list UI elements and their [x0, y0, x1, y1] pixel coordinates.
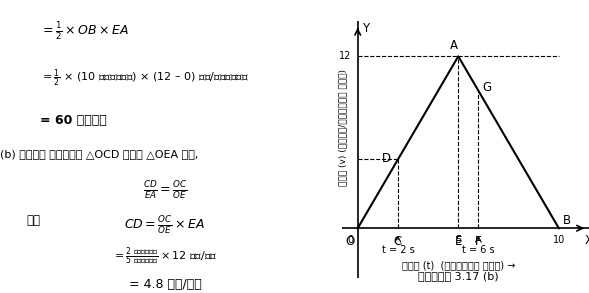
Text: या: या: [27, 214, 41, 227]
Text: A: A: [450, 39, 458, 52]
Text: चित्र 3.17 (b): चित्र 3.17 (b): [418, 271, 498, 281]
Text: X: X: [585, 234, 589, 247]
Text: C: C: [394, 235, 402, 248]
Text: 12: 12: [339, 51, 352, 61]
Text: G: G: [482, 81, 492, 94]
Text: = 4.8 मी/से: = 4.8 मी/से: [128, 278, 201, 291]
Text: 10: 10: [552, 235, 565, 245]
Text: t = 6 s: t = 6 s: [462, 246, 495, 255]
Text: चाल (v) (मीटर/सेकण्ड में): चाल (v) (मीटर/सेकण्ड में): [338, 69, 347, 186]
Text: $\frac{CD}{EA} = \frac{OC}{OE}$: $\frac{CD}{EA} = \frac{OC}{OE}$: [143, 179, 187, 201]
Text: D: D: [382, 151, 391, 165]
Text: $= \frac{1}{2}$ × (10 सेकण्ड) × (12 – 0) मी/सेकण्ड: $= \frac{1}{2}$ × (10 सेकण्ड) × (12 – 0)…: [39, 67, 249, 89]
Text: 0: 0: [348, 235, 353, 245]
Text: (b) समान कोणिक △OCD तथा △OEA से,: (b) समान कोणिक △OCD तथा △OEA से,: [0, 149, 198, 159]
Text: O: O: [345, 235, 355, 248]
Text: Y: Y: [362, 22, 369, 35]
Text: t = 2 s: t = 2 s: [382, 246, 414, 255]
Text: F: F: [475, 235, 482, 248]
Text: E: E: [455, 235, 462, 248]
Text: $CD = \frac{OC}{OE} \times EA$: $CD = \frac{OC}{OE} \times EA$: [124, 214, 206, 236]
Text: समय (t)  (सेकण्ड में) →: समय (t) (सेकण्ड में) →: [402, 260, 515, 270]
Text: B: B: [563, 214, 571, 227]
Text: $= \frac{2 \text{ सेकण्ड}}{5 \text{ सेकण्ड}} \times 12$ मी/से: $= \frac{2 \text{ सेकण्ड}}{5 \text{ सेकण…: [112, 246, 217, 268]
Text: = 60 मीटर: = 60 मीटर: [39, 114, 107, 127]
Text: 5: 5: [455, 235, 461, 245]
Text: $= \frac{1}{2} \times OB \times EA$: $= \frac{1}{2} \times OB \times EA$: [39, 21, 129, 42]
